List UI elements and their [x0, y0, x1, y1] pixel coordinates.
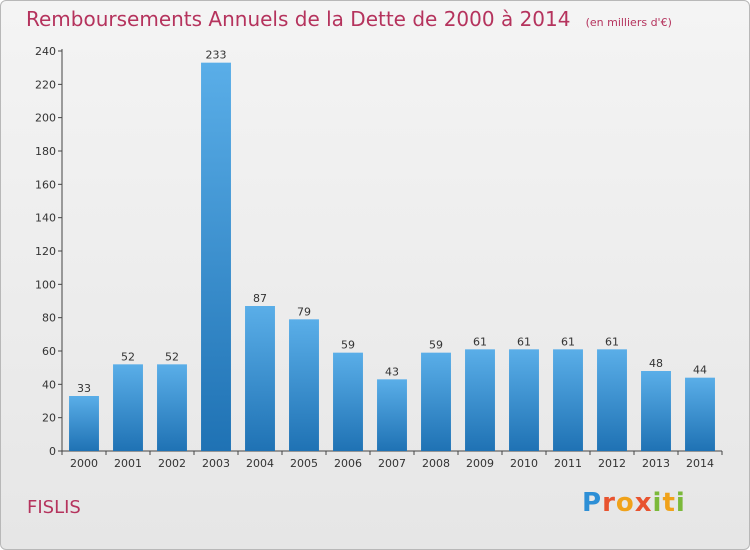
- value-label-2013: 48: [649, 357, 663, 370]
- x-tick-label: 2008: [422, 457, 450, 470]
- y-tick-label: 200: [35, 112, 56, 125]
- bar-2005: [289, 319, 319, 451]
- x-tick-label: 2009: [466, 457, 494, 470]
- bar-2014: [685, 377, 715, 451]
- y-tick-label: 120: [35, 245, 56, 258]
- x-tick-label: 2001: [114, 457, 142, 470]
- value-label-2000: 33: [77, 382, 91, 395]
- value-label-2007: 43: [385, 365, 399, 378]
- commune-name: FISLIS: [27, 497, 81, 518]
- y-tick-label: 160: [35, 178, 56, 191]
- y-tick-label: 0: [49, 445, 56, 458]
- bar-2009: [465, 349, 495, 451]
- value-label-2009: 61: [473, 335, 487, 348]
- bar-2008: [421, 352, 451, 451]
- logo-letter: r: [602, 488, 616, 518]
- y-tick-label: 20: [42, 412, 56, 425]
- bar-2006: [333, 352, 363, 451]
- labels: 2000 33 2001 52 2002 52 2003 233 2004 87 2005 79 200…: [70, 49, 714, 470]
- bar-2012: [597, 349, 627, 451]
- y-tick-label: 60: [42, 345, 56, 358]
- bar-2000: [69, 396, 99, 451]
- value-label-2006: 59: [341, 339, 355, 352]
- logo-letter: P: [582, 488, 603, 518]
- value-label-2005: 79: [297, 305, 311, 318]
- y-tick-label: 220: [35, 78, 56, 91]
- y-tick-label: 180: [35, 145, 56, 158]
- y-tick-label: 100: [35, 278, 56, 291]
- x-tick-label: 2003: [202, 457, 230, 470]
- value-label-2001: 52: [121, 350, 135, 363]
- x-tick-label: 2004: [246, 457, 274, 470]
- x-tick-label: 2007: [378, 457, 406, 470]
- logo-letter: o: [615, 488, 635, 518]
- x-tick-label: 2012: [598, 457, 626, 470]
- logo-letter: i: [675, 488, 686, 518]
- x-tick-label: 2014: [686, 457, 714, 470]
- logo-letter: i: [652, 488, 663, 518]
- x-tick-label: 2013: [642, 457, 670, 470]
- bars: [69, 62, 715, 452]
- value-label-2012: 61: [605, 335, 619, 348]
- value-label-2003: 233: [206, 49, 227, 62]
- x-tick-label: 2010: [510, 457, 538, 470]
- logo-letter: t: [662, 488, 676, 518]
- value-label-2008: 59: [429, 339, 443, 352]
- proxiti-logo: Proxiti: [582, 488, 686, 518]
- chart-title: Remboursements Annuels de la Dette de 20…: [26, 7, 571, 31]
- y-tick-label: 140: [35, 212, 56, 225]
- x-tick-label: 2006: [334, 457, 362, 470]
- bar-2002: [157, 364, 187, 451]
- value-label-2014: 44: [693, 364, 707, 377]
- value-label-2010: 61: [517, 335, 531, 348]
- bar-2003: [201, 62, 231, 452]
- x-tick-label: 2000: [70, 457, 98, 470]
- logo-letter: x: [634, 488, 653, 518]
- value-label-2004: 87: [253, 292, 267, 305]
- x-tick-label: 2005: [290, 457, 318, 470]
- x-tick-label: 2011: [554, 457, 582, 470]
- value-label-2011: 61: [561, 335, 575, 348]
- y-tick-label: 40: [42, 378, 56, 391]
- chart-subtitle: (en milliers d'€): [585, 16, 672, 29]
- bar-2004: [245, 306, 275, 451]
- value-label-2002: 52: [165, 350, 179, 363]
- y-tick-label: 80: [42, 312, 56, 325]
- y-tick-label: 240: [35, 45, 56, 58]
- bar-2011: [553, 349, 583, 451]
- bar-2010: [509, 349, 539, 451]
- bar-2013: [641, 371, 671, 451]
- x-tick-label: 2002: [158, 457, 186, 470]
- bar-2007: [377, 379, 407, 451]
- title-line: Remboursements Annuels de la Dette de 20…: [26, 7, 672, 31]
- bar-2001: [113, 364, 143, 451]
